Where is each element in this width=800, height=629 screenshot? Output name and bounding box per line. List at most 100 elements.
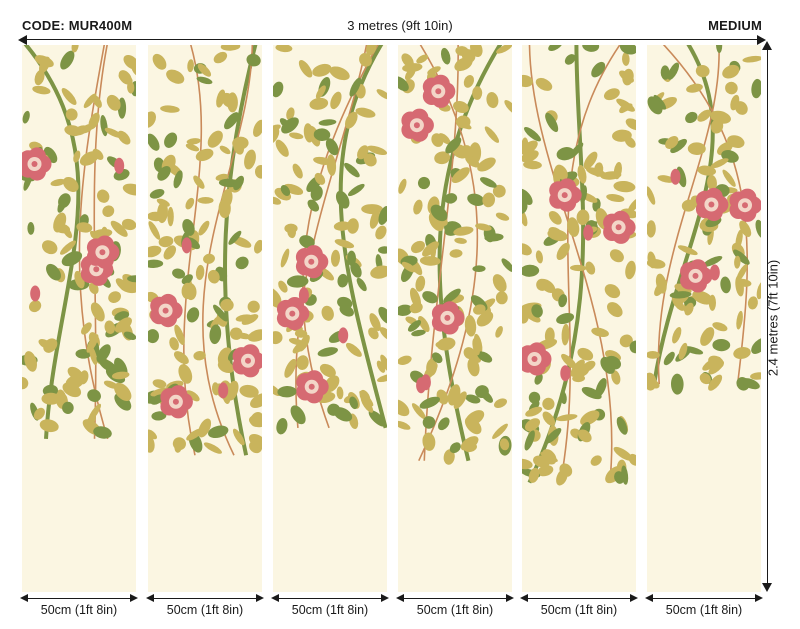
rose-flower [22, 147, 52, 181]
leaf [477, 351, 493, 363]
leaf [579, 185, 588, 203]
leaf [561, 353, 577, 369]
leaf [149, 188, 165, 199]
leaf [275, 139, 289, 157]
leaf [522, 209, 528, 227]
leaf [378, 206, 387, 225]
leaf [62, 177, 79, 192]
leaf [548, 210, 562, 225]
leaf [411, 240, 425, 254]
leaf [476, 311, 494, 327]
leaf [535, 77, 553, 91]
leaf [613, 180, 636, 193]
height-arrow-line [767, 45, 768, 590]
leaf [28, 300, 42, 313]
leaf [60, 50, 75, 70]
leaf [203, 253, 215, 264]
leaf [670, 138, 687, 154]
leaf [524, 310, 541, 323]
leaf [453, 391, 467, 409]
leaf [172, 268, 186, 279]
wallpaper-panel-2 [148, 45, 262, 592]
leaf [545, 112, 559, 133]
leaf [525, 406, 543, 417]
leaf [434, 151, 451, 165]
leaf [402, 63, 423, 73]
leaf [484, 126, 500, 143]
leaf [522, 200, 528, 214]
leaf [482, 192, 496, 208]
leaf [619, 45, 636, 55]
leaf [368, 327, 379, 340]
rose-flower [729, 188, 761, 222]
leaf [213, 304, 228, 322]
leaf [453, 100, 469, 114]
leaf [467, 357, 480, 377]
leaf [127, 81, 135, 94]
leaf [647, 220, 656, 238]
leaf [278, 280, 288, 293]
leaf [415, 275, 426, 292]
leaf [366, 45, 377, 56]
rose-bud [560, 365, 571, 382]
leaf [522, 264, 540, 277]
leaf [580, 410, 600, 426]
leaf [148, 111, 156, 128]
rose-bud [298, 287, 309, 304]
leaf [625, 118, 636, 131]
height-arrow-bottom-head [762, 583, 772, 592]
leaf [422, 241, 439, 257]
leaf [81, 124, 94, 134]
leaf [472, 86, 483, 100]
leaf [751, 337, 761, 354]
leaf [742, 55, 761, 63]
leaf [438, 417, 450, 431]
leaf [299, 235, 315, 249]
rose-bud [338, 327, 349, 344]
leaf [449, 249, 463, 258]
leaf [363, 153, 377, 167]
leaf [178, 364, 193, 384]
leaf [193, 175, 205, 189]
leaf [303, 123, 314, 143]
leaf [246, 53, 261, 67]
leaf [438, 133, 451, 145]
leaf [611, 370, 621, 385]
leaf [273, 127, 280, 144]
leaf [296, 355, 309, 370]
leaf [197, 196, 214, 204]
leaf [528, 391, 541, 404]
panel-width-arrow-left-head [271, 594, 279, 602]
panel-width-arrow [647, 598, 761, 599]
leaf [152, 379, 167, 389]
leaf [431, 352, 443, 364]
leaf [715, 45, 723, 53]
leaf [237, 332, 251, 340]
leaf [411, 403, 426, 420]
leaf [41, 392, 61, 405]
leaf [286, 107, 295, 120]
leaf [235, 256, 249, 270]
leaf [221, 188, 233, 208]
leaf [553, 167, 561, 186]
leaf [207, 269, 220, 284]
leaf [369, 209, 380, 229]
leaf [612, 129, 632, 142]
leaf [484, 233, 504, 242]
leaf [616, 416, 628, 435]
leaf [114, 317, 132, 333]
leaf [160, 105, 180, 113]
leaf [570, 264, 587, 272]
leaf [375, 225, 387, 240]
leaf [683, 346, 704, 355]
leaf [542, 411, 556, 426]
leaf [118, 70, 132, 85]
leaf [669, 291, 692, 299]
rose-bud [670, 168, 681, 185]
leaf [33, 407, 45, 420]
leaf [244, 149, 256, 170]
leaf [276, 418, 288, 435]
width-dimension-label: 3 metres (9ft 10in) [347, 18, 453, 33]
leaf [422, 432, 436, 451]
leaf [368, 410, 386, 427]
